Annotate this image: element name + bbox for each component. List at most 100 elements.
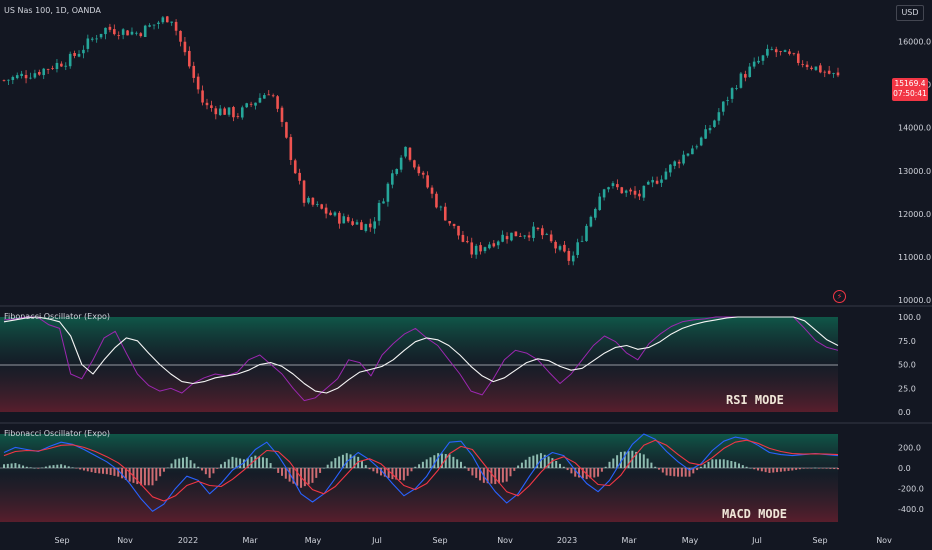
macd-histogram-bar (288, 468, 291, 482)
macd-histogram-bar (741, 465, 744, 468)
candle-body (735, 88, 738, 89)
macd-oscillator-pane[interactable]: MACD MODE (0, 433, 839, 522)
candle-body (788, 51, 791, 54)
macd-histogram-bar (402, 468, 405, 481)
price-tick-label: 14000.0 (898, 124, 931, 133)
candle-body (311, 197, 315, 205)
symbol-title[interactable]: US Nas 100, 1D, OANDA (4, 6, 101, 15)
macd-histogram-bar (204, 468, 207, 475)
macd-histogram-bar (334, 458, 337, 468)
candle-body (629, 189, 632, 192)
candle-body (669, 164, 672, 173)
macd-histogram-bar (597, 468, 600, 477)
rsi-tick-label: 0.0 (898, 408, 911, 417)
macd-histogram-bar (642, 454, 645, 468)
macd-histogram-bar (543, 454, 546, 468)
candle-body (814, 66, 818, 70)
macd-histogram-bar (349, 454, 352, 468)
candle-body (104, 27, 107, 35)
candle-body (7, 79, 10, 81)
macd-histogram-bar (810, 468, 813, 469)
macd-histogram-bar (387, 468, 390, 478)
macd-tick-label: -400.0 (898, 505, 924, 514)
macd-histogram-bar (600, 468, 603, 472)
candle-body (752, 61, 756, 67)
macd-histogram-bar (593, 468, 596, 478)
candle-body (320, 204, 324, 209)
macd-indicator-title[interactable]: Fibonacci Oscillator (Expo) (4, 429, 111, 438)
candle-body (201, 90, 204, 103)
macd-histogram-bar (806, 468, 809, 469)
candle-body (338, 212, 341, 224)
macd-histogram-bar (783, 468, 786, 472)
candle-body (346, 217, 350, 222)
candle-body (351, 221, 354, 225)
macd-histogram-bar (410, 468, 413, 472)
currency-button[interactable]: USD (896, 5, 924, 21)
macd-histogram-bar (479, 468, 482, 481)
candle-body (819, 65, 822, 73)
macd-histogram-bar (745, 466, 748, 468)
macd-histogram-bar (86, 468, 89, 472)
candle-body (761, 55, 765, 61)
macd-histogram-bar (296, 468, 299, 486)
candle-body (461, 234, 465, 242)
price-pane[interactable] (2, 15, 840, 266)
candle-body (541, 228, 544, 236)
bar-countdown: 07:50:41 (893, 89, 927, 98)
macd-histogram-bar (151, 468, 154, 486)
time-axis[interactable]: Sep Nov 2022 Mar May Jul Sep Nov 2023 Mar May Jul Se… (54, 536, 892, 545)
macd-histogram-bar (44, 466, 47, 468)
macd-histogram-bar (246, 458, 249, 468)
candle-body (364, 224, 368, 231)
candle-body (426, 175, 429, 188)
lightning-icon[interactable]: ⚡ (833, 290, 846, 303)
macd-tick-label: 0.0 (898, 464, 911, 473)
macd-histogram-bar (395, 468, 398, 480)
candle-body (108, 26, 112, 30)
macd-histogram-bar (60, 464, 63, 468)
candle-body (373, 221, 376, 229)
time-tick-label: Mar (242, 536, 258, 545)
candle-body (232, 107, 235, 118)
macd-histogram-bar (433, 455, 436, 468)
macd-histogram-bar (578, 468, 581, 478)
macd-histogram-bar (673, 468, 676, 477)
candle-body (589, 216, 593, 227)
time-tick-label: Sep (54, 536, 69, 545)
rsi-oscillator-pane[interactable]: RSI MODE (0, 316, 839, 412)
macd-histogram-bar (726, 460, 729, 468)
candle-body (210, 105, 213, 108)
macd-histogram-bar (551, 458, 554, 468)
macd-histogram-bar (82, 468, 85, 471)
candle-body (329, 212, 332, 216)
macd-histogram-bar (802, 468, 805, 469)
candle-body (527, 235, 531, 238)
macd-histogram-bar (155, 468, 158, 481)
macd-histogram-bar (703, 464, 706, 468)
candle-body (307, 197, 310, 203)
time-tick-label: 2022 (178, 536, 198, 545)
macd-histogram-bar (277, 468, 280, 473)
price-axis[interactable]: 16000.015000.014000.013000.012000.011000… (898, 38, 931, 515)
macd-histogram-bar (517, 465, 520, 468)
candle-body (713, 120, 716, 127)
macd-histogram-bar (555, 460, 558, 468)
candle-body (143, 25, 147, 38)
rsi-indicator-title[interactable]: Fibonacci Oscillator (Expo) (4, 312, 111, 321)
candle-body (805, 64, 809, 68)
rsi-tick-label: 100.0 (898, 313, 921, 322)
candle-body (563, 244, 566, 252)
macd-histogram-bar (753, 468, 756, 470)
macd-histogram-bar (75, 468, 78, 469)
candle-body (152, 24, 156, 26)
candle-body (20, 73, 23, 77)
macd-histogram-bar (589, 468, 592, 479)
macd-histogram-bar (364, 465, 367, 468)
macd-histogram-bar (326, 464, 329, 468)
macd-histogram-bar (471, 468, 474, 476)
macd-histogram-bar (113, 468, 116, 476)
macd-histogram-bar (814, 467, 817, 469)
candle-body (585, 225, 588, 242)
